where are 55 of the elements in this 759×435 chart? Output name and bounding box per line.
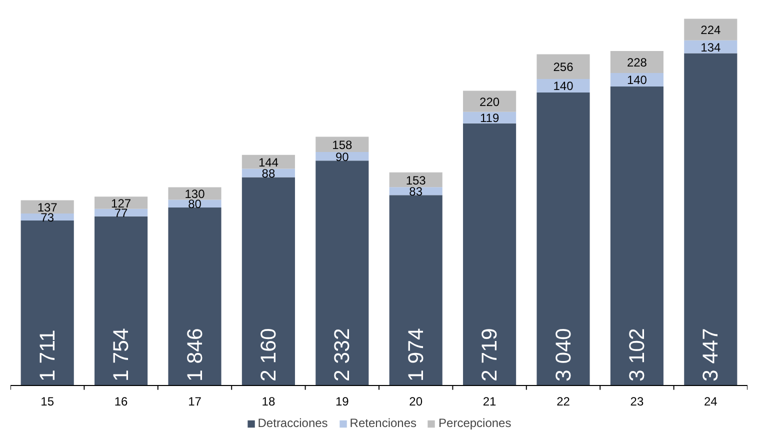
bar (684, 18, 738, 40)
data-label: 153 (406, 173, 426, 188)
data-label: 1 974 (404, 328, 428, 382)
data-label: 140 (626, 73, 648, 88)
data-label: 140 (553, 79, 574, 94)
data-label: 224 (700, 23, 721, 38)
bar (536, 92, 590, 386)
data-label: 3 447 (698, 328, 723, 382)
data-label: 1 754 (109, 328, 134, 382)
data-label: 77 (114, 206, 128, 220)
data-label: 256 (553, 60, 574, 74)
x-tick-label: 17 (188, 394, 202, 408)
data-label: 2 719 (478, 328, 502, 382)
x-tick-label: 19 (335, 394, 350, 408)
bar (94, 196, 148, 209)
data-label: 2 160 (256, 328, 280, 382)
legend-label: Percepciones (438, 416, 512, 430)
bar (536, 78, 590, 92)
x-tick-label: 21 (482, 394, 497, 408)
legend-label: Retenciones (350, 416, 417, 430)
bar (242, 177, 295, 386)
data-label: 3 102 (624, 328, 649, 382)
x-tick-label: 18 (262, 394, 276, 408)
bar (389, 195, 442, 386)
data-label: 3 040 (551, 328, 576, 382)
data-label: 83 (409, 184, 423, 199)
data-label: 134 (700, 40, 721, 54)
x-tick-label: 23 (630, 394, 644, 408)
data-label: 1 846 (182, 328, 207, 382)
data-label: 158 (332, 138, 352, 152)
data-label: 119 (480, 111, 500, 126)
data-label: 220 (480, 94, 500, 109)
bar (463, 123, 516, 386)
x-tick-label: 22 (556, 394, 570, 408)
x-tick-label: 20 (409, 394, 423, 408)
bar (168, 207, 222, 386)
legend-label: Detracciones (258, 416, 328, 430)
bar (168, 187, 222, 200)
x-tick-label: 16 (114, 394, 128, 408)
x-tick-label: 24 (704, 394, 718, 408)
bar (610, 51, 664, 73)
bar (20, 200, 74, 214)
bar (463, 90, 516, 112)
bar (94, 216, 148, 386)
bar (20, 220, 74, 386)
x-tick-label: 15 (40, 394, 54, 408)
bar (316, 160, 369, 386)
data-label: 90 (335, 150, 350, 164)
bar (536, 54, 590, 79)
data-label: 228 (626, 56, 648, 70)
bar (94, 208, 148, 216)
data-label: 1 711 (35, 330, 60, 382)
bar (610, 86, 664, 386)
data-label: 2 332 (330, 328, 354, 382)
bar (684, 53, 738, 386)
